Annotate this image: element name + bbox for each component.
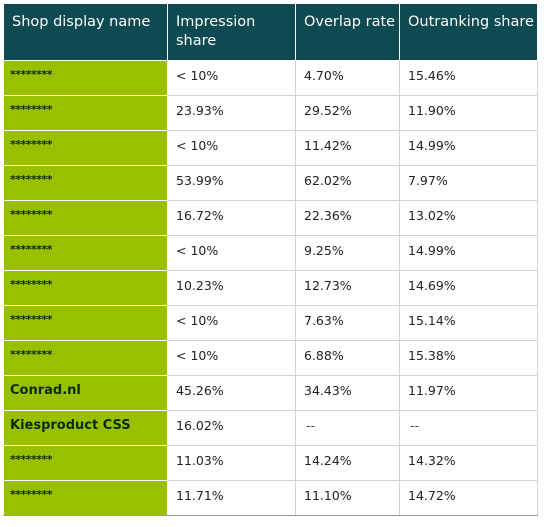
overlap-rate-cell: 9.25% (295, 235, 400, 271)
impression-share-cell: 10.23% (167, 270, 296, 306)
table-row: ******** 16.72% 22.36% 13.02% (3, 200, 538, 236)
outranking-share-cell: 7.97% (399, 165, 538, 201)
impression-share-cell: < 10% (167, 305, 296, 341)
table-row: ******** < 10% 7.63% 15.14% (3, 305, 538, 341)
outranking-share-cell: 14.99% (399, 130, 538, 166)
table-row: ******** 10.23% 12.73% 14.69% (3, 270, 538, 306)
table-row: Kiesproduct CSS 16.02% -- -- (3, 410, 538, 446)
column-header-impression-share: Impression share (167, 3, 296, 61)
overlap-rate-cell: 62.02% (295, 165, 400, 201)
overlap-rate-cell: 6.88% (295, 340, 400, 376)
impression-share-cell: 23.93% (167, 95, 296, 131)
impression-share-cell: < 10% (167, 60, 296, 96)
overlap-rate-cell: 7.63% (295, 305, 400, 341)
column-header-shop: Shop display name (3, 3, 168, 61)
table-header-row: Shop display name Impression share Overl… (3, 3, 538, 61)
outranking-share-cell: -- (399, 410, 538, 446)
outranking-share-cell: 15.14% (399, 305, 538, 341)
outranking-share-cell: 14.69% (399, 270, 538, 306)
impression-share-cell: < 10% (167, 235, 296, 271)
impression-share-cell: 11.71% (167, 480, 296, 516)
auction-insights-table: Shop display name Impression share Overl… (3, 3, 538, 516)
outranking-share-cell: 14.72% (399, 480, 538, 516)
shop-name-cell: ******** (3, 270, 168, 306)
impression-share-cell: 16.72% (167, 200, 296, 236)
table-body: ******** < 10% 4.70% 15.46% ******** 23.93% 29… (3, 60, 538, 516)
table-row: ******** 11.03% 14.24% 14.32% (3, 445, 538, 481)
shop-name-cell: Conrad.nl (3, 375, 168, 411)
shop-name-cell: Kiesproduct CSS (3, 410, 168, 446)
shop-name-cell: ******** (3, 200, 168, 236)
table-row: ******** 53.99% 62.02% 7.97% (3, 165, 538, 201)
overlap-rate-cell: 11.42% (295, 130, 400, 166)
shop-name-cell: ******** (3, 305, 168, 341)
overlap-rate-cell: 12.73% (295, 270, 400, 306)
outranking-share-cell: 14.32% (399, 445, 538, 481)
outranking-share-cell: 13.02% (399, 200, 538, 236)
outranking-share-cell: 11.90% (399, 95, 538, 131)
impression-share-cell: 53.99% (167, 165, 296, 201)
shop-name-cell: ******** (3, 340, 168, 376)
table-row: ******** < 10% 6.88% 15.38% (3, 340, 538, 376)
outranking-share-cell: 15.38% (399, 340, 538, 376)
shop-name-cell: ******** (3, 480, 168, 516)
impression-share-cell: < 10% (167, 130, 296, 166)
outranking-share-cell: 15.46% (399, 60, 538, 96)
table-row: ******** < 10% 11.42% 14.99% (3, 130, 538, 166)
overlap-rate-cell: 34.43% (295, 375, 400, 411)
outranking-share-cell: 14.99% (399, 235, 538, 271)
impression-share-cell: < 10% (167, 340, 296, 376)
overlap-rate-cell: 14.24% (295, 445, 400, 481)
shop-name-cell: ******** (3, 445, 168, 481)
overlap-rate-cell: 4.70% (295, 60, 400, 96)
shop-name-cell: ******** (3, 130, 168, 166)
table-row: ******** 11.71% 11.10% 14.72% (3, 480, 538, 516)
shop-name-cell: ******** (3, 165, 168, 201)
impression-share-cell: 16.02% (167, 410, 296, 446)
table-row: Conrad.nl 45.26% 34.43% 11.97% (3, 375, 538, 411)
table-row: ******** < 10% 9.25% 14.99% (3, 235, 538, 271)
outranking-share-cell: 11.97% (399, 375, 538, 411)
table-row: ******** 23.93% 29.52% 11.90% (3, 95, 538, 131)
column-header-overlap-rate: Overlap rate (295, 3, 400, 61)
impression-share-cell: 11.03% (167, 445, 296, 481)
overlap-rate-cell: 11.10% (295, 480, 400, 516)
auction-insights-table-wrapper: Shop display name Impression share Overl… (3, 3, 538, 516)
column-header-outranking-share: Outranking share (399, 3, 538, 61)
overlap-rate-cell: -- (295, 410, 400, 446)
impression-share-cell: 45.26% (167, 375, 296, 411)
overlap-rate-cell: 29.52% (295, 95, 400, 131)
overlap-rate-cell: 22.36% (295, 200, 400, 236)
shop-name-cell: ******** (3, 235, 168, 271)
shop-name-cell: ******** (3, 60, 168, 96)
shop-name-cell: ******** (3, 95, 168, 131)
table-row: ******** < 10% 4.70% 15.46% (3, 60, 538, 96)
